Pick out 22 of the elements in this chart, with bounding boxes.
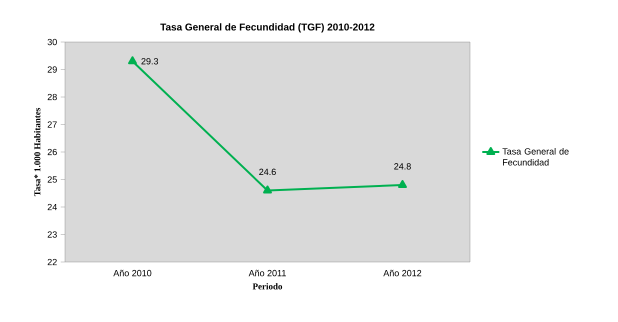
y-tick-label: 29 [48,66,57,73]
y-tick-label: 23 [48,231,57,238]
x-tick-label: Año 2010 [113,270,152,276]
point [398,180,407,188]
x-tick-label: Año 2012 [383,270,422,276]
data-label: 24.8 [394,163,411,170]
x-axis-title: Periodo [252,283,282,290]
chart-title: Tasa General de Fecundidad (TGF) 2010-2012 [160,23,374,33]
y-tick-label: 26 [48,148,57,156]
x-tick-label: Año 2011 [248,270,286,276]
point [263,186,272,194]
y-tick-label: 27 [48,121,57,128]
legend-label: Tasa General de Fecundidad [502,148,569,166]
y-tick-label: 30 [48,38,57,46]
data-label: 29.3 [141,58,158,64]
y-tick-label: 22 [48,258,57,266]
y-tick-label: 25 [48,176,57,183]
y-tick-label: 24 [48,204,57,210]
y-tick-label: 28 [48,94,57,100]
y-axis-title: Tasa* 1.000 Habitantes [34,108,40,196]
data-label: 24.6 [259,168,276,176]
point [128,56,137,64]
